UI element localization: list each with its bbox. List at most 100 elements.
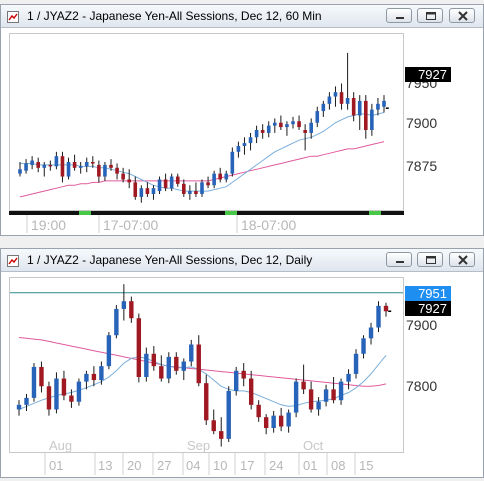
- candle: [48, 160, 53, 171]
- candle-body: [297, 121, 301, 128]
- candle: [78, 162, 83, 174]
- price-chart-daily[interactable]: [9, 277, 404, 453]
- candle-body: [69, 395, 74, 402]
- reference-price-tag: 7951: [405, 286, 451, 301]
- candle-body: [78, 166, 83, 168]
- candle: [166, 352, 171, 384]
- candle-body: [357, 100, 362, 116]
- candle-body: [339, 92, 344, 104]
- candle: [139, 185, 144, 203]
- candle-body: [309, 122, 313, 133]
- candle-body: [263, 417, 269, 429]
- candle-body: [376, 103, 380, 110]
- candle-body: [230, 151, 235, 174]
- candle-body: [169, 176, 174, 189]
- close-button[interactable]: [449, 252, 475, 267]
- candle-body: [114, 308, 119, 336]
- candle: [61, 370, 67, 401]
- candle-body: [31, 366, 37, 398]
- candle-body: [121, 301, 127, 309]
- date-label: 01: [49, 458, 64, 473]
- candle-body: [383, 305, 389, 312]
- month-label: Sep: [187, 438, 211, 453]
- candle: [364, 95, 368, 139]
- candle: [308, 381, 314, 413]
- candle-body: [331, 389, 336, 401]
- price-axis-label: 7900: [406, 317, 438, 333]
- candle-body: [188, 191, 192, 194]
- window-titlebar[interactable]: 1 / JYAZ2 - Japanese Yen-All Sessions, D…: [1, 249, 483, 272]
- candle: [24, 159, 28, 174]
- time-axis: 19:00 17-07:00 18-07:00: [9, 211, 404, 237]
- candle: [279, 115, 283, 130]
- window-titlebar[interactable]: 1 / JYAZ2 - Japanese Yen-All Sessions, D…: [1, 5, 483, 28]
- candle-body: [46, 386, 52, 410]
- price-chart-60min[interactable]: [9, 33, 404, 211]
- candle: [316, 397, 321, 416]
- candle: [254, 125, 259, 144]
- candle-body: [136, 318, 142, 377]
- candle-body: [301, 381, 306, 390]
- candle: [66, 157, 71, 180]
- candle: [196, 335, 201, 387]
- candle-body: [338, 381, 344, 401]
- candle-body: [293, 381, 299, 413]
- session-segment: [369, 211, 381, 215]
- candle: [376, 301, 381, 333]
- candle: [303, 124, 307, 151]
- candle: [159, 355, 164, 382]
- candle-body: [129, 301, 134, 319]
- candle: [382, 95, 386, 113]
- candle: [24, 394, 29, 412]
- candle: [76, 378, 82, 406]
- time-label: 17-07:00: [103, 217, 159, 233]
- candle-body: [370, 109, 374, 130]
- candle-body: [121, 173, 125, 180]
- restore-button[interactable]: [417, 8, 443, 23]
- close-icon: [458, 11, 468, 21]
- restore-icon: [426, 256, 436, 264]
- minimize-button[interactable]: [386, 252, 412, 267]
- candle-body: [200, 182, 204, 194]
- restore-button[interactable]: [417, 252, 443, 267]
- candle-body: [321, 103, 326, 112]
- minimize-icon: [396, 261, 404, 263]
- candle: [174, 352, 179, 375]
- candle-body: [159, 366, 164, 379]
- candle-body: [224, 173, 229, 180]
- candle-body: [99, 366, 104, 381]
- candle: [114, 305, 119, 339]
- price-axis-label: 7900: [406, 115, 438, 131]
- candle-body: [226, 390, 231, 439]
- candle-body: [54, 378, 59, 410]
- candle: [351, 92, 356, 122]
- candle: [200, 179, 204, 197]
- candle: [121, 167, 125, 183]
- candle: [211, 409, 216, 435]
- close-button[interactable]: [449, 8, 475, 23]
- candle-body: [376, 305, 381, 328]
- candle: [97, 160, 101, 183]
- candle: [212, 170, 216, 189]
- candle-body: [24, 397, 29, 405]
- candle: [127, 169, 131, 189]
- candle: [236, 141, 241, 158]
- candle: [121, 284, 127, 321]
- candle-body: [174, 356, 179, 371]
- candle-body: [351, 98, 356, 116]
- candle-body: [144, 353, 149, 377]
- candle: [241, 363, 246, 387]
- date-label: 10: [213, 458, 228, 473]
- candle-body: [24, 163, 28, 171]
- candle: [188, 185, 192, 200]
- candle-body: [91, 373, 97, 381]
- candle-body: [103, 164, 107, 177]
- candle: [115, 163, 119, 180]
- minimize-button[interactable]: [386, 8, 412, 23]
- candle: [133, 176, 138, 200]
- candle-body: [175, 176, 180, 184]
- candle: [297, 115, 301, 130]
- candle: [263, 414, 269, 435]
- candle-body: [286, 412, 291, 427]
- candle-body: [61, 378, 67, 396]
